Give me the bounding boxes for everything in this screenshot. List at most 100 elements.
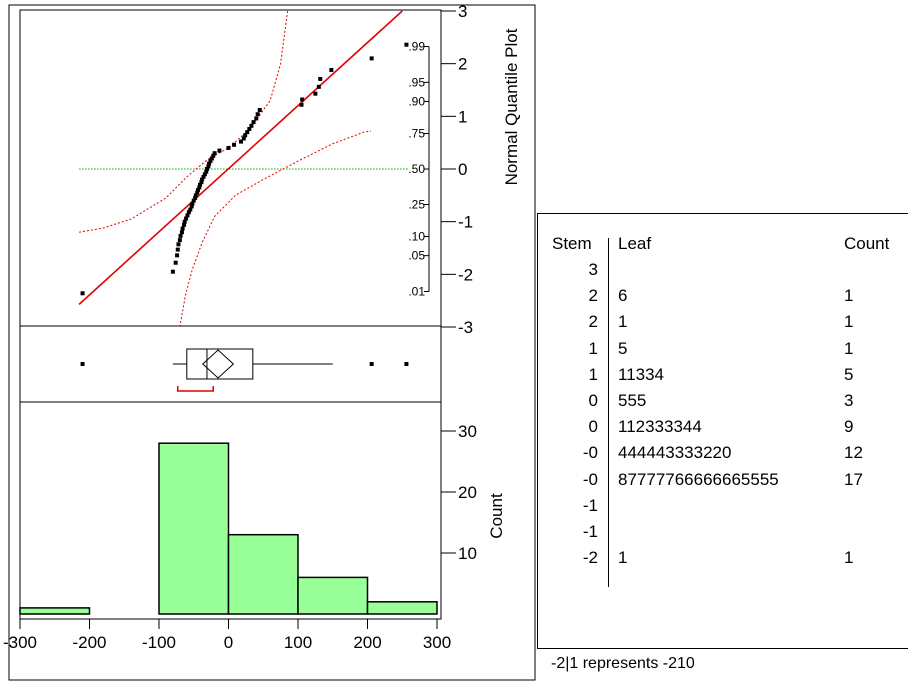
histogram-bar bbox=[19, 607, 91, 615]
quantile-plot-marks bbox=[78, 10, 409, 328]
quantile-axis-label: Normal Quantile Plot bbox=[502, 28, 521, 185]
stem-value: -1 bbox=[582, 495, 598, 515]
count-header: Count bbox=[844, 234, 890, 253]
histogram-bar bbox=[297, 576, 369, 615]
mean-diamond bbox=[202, 349, 235, 379]
histogram-bar bbox=[366, 601, 438, 615]
data-point bbox=[249, 123, 254, 128]
count-tick-label: 30 bbox=[458, 422, 477, 441]
x-tick-label: -300 bbox=[3, 633, 37, 652]
data-point bbox=[186, 210, 191, 215]
stem-value: -0 bbox=[582, 443, 598, 463]
data-point bbox=[204, 167, 209, 171]
data-point bbox=[207, 161, 212, 166]
data-point bbox=[318, 76, 323, 81]
stem-value: 1 bbox=[588, 338, 598, 358]
count-value: 1 bbox=[844, 548, 854, 568]
count-value: 3 bbox=[844, 391, 854, 410]
probability-tick-label: .75 bbox=[408, 127, 425, 141]
probability-tick-label: .25 bbox=[408, 197, 425, 211]
data-point bbox=[206, 164, 211, 169]
data-point bbox=[316, 84, 321, 89]
stem-leaf-legend-note: -2|1 represents -210 bbox=[551, 655, 695, 672]
count-value: 12 bbox=[844, 443, 863, 463]
leaf-value: 1 bbox=[618, 548, 628, 568]
leaf-value: 11334 bbox=[618, 364, 665, 384]
box-plot-marks bbox=[80, 348, 409, 392]
x-tick-label: 200 bbox=[353, 633, 381, 652]
count-tick-label: 10 bbox=[458, 544, 477, 563]
outlier-point bbox=[80, 362, 85, 366]
stem-leaf-row: -1 bbox=[538, 496, 908, 520]
data-point bbox=[188, 207, 193, 212]
z-tick-label: 3 bbox=[458, 2, 467, 21]
stem-value: -0 bbox=[582, 469, 598, 489]
data-point bbox=[251, 120, 256, 125]
quantile-plot-panel bbox=[19, 9, 442, 327]
quantile-axis: 3 2 1 0 -1 -2 -3 .99 .95 .90 .75 .50 .25 .10 .05 .01 bbox=[408, 2, 473, 337]
stem-leaf-row: -0 444443333220 12 bbox=[538, 443, 908, 467]
data-point bbox=[245, 130, 250, 135]
data-point bbox=[232, 142, 237, 147]
data-point bbox=[209, 156, 214, 161]
data-point bbox=[313, 91, 318, 96]
stem-leaf-header: Stem Leaf Count bbox=[538, 234, 908, 258]
normal-fit-line bbox=[78, 10, 403, 305]
probability-tick-label: .05 bbox=[408, 249, 425, 263]
data-point bbox=[175, 253, 180, 258]
data-point bbox=[178, 233, 183, 238]
stem-value: 2 bbox=[588, 286, 598, 306]
probability-tick-label: .01 bbox=[408, 285, 425, 299]
data-point bbox=[211, 153, 216, 158]
stem-header: Stem bbox=[552, 234, 592, 253]
histogram-axes: 10 20 30 -300 -200 -100 0 100 200 300 bbox=[3, 402, 477, 652]
outlier-point bbox=[369, 362, 374, 366]
data-point bbox=[193, 193, 198, 198]
data-point bbox=[217, 148, 222, 153]
z-tick-label: 2 bbox=[458, 55, 467, 74]
data-point bbox=[204, 169, 209, 174]
data-point bbox=[185, 213, 190, 218]
stem-value: 2 bbox=[588, 312, 598, 332]
data-point bbox=[197, 185, 202, 190]
stem-value: 1 bbox=[588, 364, 598, 384]
stem-leaf-row: 1 11334 5 bbox=[538, 365, 908, 389]
data-point bbox=[300, 97, 305, 102]
leaf-value: 444443333220 bbox=[618, 443, 732, 463]
stem-leaf-row: -1 bbox=[538, 522, 908, 546]
histogram-bar bbox=[158, 442, 230, 615]
x-tick-label: 300 bbox=[423, 633, 451, 652]
data-point bbox=[182, 222, 187, 227]
data-point bbox=[243, 133, 248, 138]
count-axis-label: Count bbox=[487, 493, 506, 539]
data-point bbox=[255, 112, 260, 117]
data-point bbox=[202, 172, 207, 177]
data-point bbox=[190, 201, 195, 206]
stem-and-leaf-table: Stem Leaf Count 3 2 6 1 2 1 1 1 5 1 1 11334 5 0 555 3 0 1… bbox=[537, 213, 908, 649]
stem-value: 3 bbox=[588, 260, 598, 279]
confidence-band-lower bbox=[79, 10, 289, 233]
data-point bbox=[257, 108, 262, 113]
data-point bbox=[199, 180, 204, 185]
data-point bbox=[180, 226, 185, 231]
histogram-marks bbox=[19, 442, 438, 615]
z-tick-label: 0 bbox=[458, 160, 467, 179]
stem-value: 0 bbox=[588, 417, 598, 437]
count-value: 17 bbox=[844, 469, 863, 489]
stem-leaf-row: -2 1 1 bbox=[538, 548, 908, 572]
data-point bbox=[189, 204, 194, 209]
data-point bbox=[208, 159, 213, 164]
data-point bbox=[193, 195, 198, 200]
count-value: 9 bbox=[844, 417, 854, 437]
data-point bbox=[80, 291, 85, 296]
data-point bbox=[226, 145, 231, 150]
data-point bbox=[182, 219, 187, 224]
data-point bbox=[176, 242, 181, 247]
count-value: 1 bbox=[844, 312, 854, 332]
stem-value: -2 bbox=[582, 548, 598, 568]
leaf-value: 6 bbox=[618, 286, 628, 306]
data-point bbox=[241, 136, 246, 141]
